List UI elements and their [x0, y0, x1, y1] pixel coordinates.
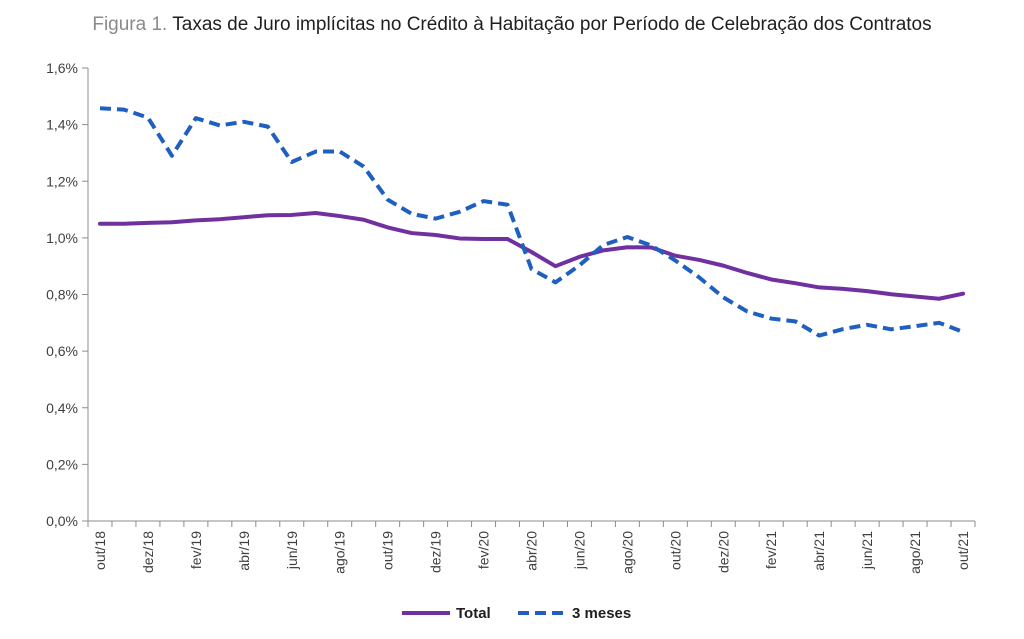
x-tick-label: fev/21	[763, 531, 779, 569]
series-line-three-months	[99, 106, 964, 338]
legend-label-total: Total	[456, 605, 491, 622]
x-tick-label: fev/19	[188, 531, 204, 569]
x-tick-label: jun/21	[859, 531, 875, 570]
x-tick-label: out/20	[667, 531, 683, 570]
x-tick-label: fev/20	[476, 531, 492, 569]
x-tick-label: ago/19	[332, 531, 348, 574]
x-tick-label: out/21	[955, 531, 971, 570]
x-tick-label: out/19	[380, 531, 396, 570]
y-tick-label: 0,6%	[46, 343, 78, 359]
y-tick-label: 1,6%	[46, 60, 78, 76]
x-tick-label: dez/18	[140, 531, 156, 573]
x-tick-label: abr/21	[811, 531, 827, 571]
x-tick-label: ago/20	[619, 531, 635, 574]
y-tick-label: 0,4%	[46, 400, 78, 416]
x-tick-label: dez/20	[715, 531, 731, 573]
title-prefix: Figura 1.	[92, 14, 168, 35]
series-line-total	[97, 210, 966, 301]
y-tick-label: 0,2%	[46, 456, 78, 472]
x-tick-label: abr/19	[236, 531, 252, 571]
x-tick-label: jun/20	[571, 531, 587, 570]
x-tick-label: dez/19	[428, 531, 444, 573]
title-text: Taxas de Juro implícitas no Crédito à Ha…	[172, 14, 932, 35]
y-tick-label: 0,0%	[46, 513, 78, 529]
x-tick-label: jun/19	[284, 531, 300, 570]
legend-label-three-months: 3 meses	[572, 605, 631, 622]
chart-title: Figura 1. Taxas de Juro implícitas no Cr…	[0, 14, 1024, 36]
y-tick-label: 1,2%	[46, 173, 78, 189]
x-tick-label: ago/21	[907, 531, 923, 574]
x-tick-label: out/18	[92, 531, 108, 570]
x-tick-label: abr/20	[524, 531, 540, 571]
y-tick-label: 0,8%	[46, 287, 78, 303]
y-tick-label: 1,0%	[46, 230, 78, 246]
y-tick-label: 1,4%	[46, 117, 78, 133]
